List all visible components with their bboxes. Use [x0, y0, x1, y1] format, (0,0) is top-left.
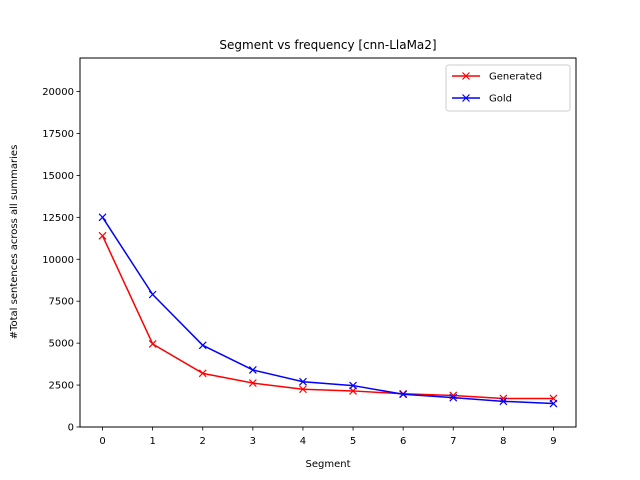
- y-tick-label: 0: [68, 423, 74, 434]
- data-point-generated: [248, 379, 257, 387]
- x-tick-label: 0: [99, 436, 105, 447]
- data-point-gold: [499, 397, 508, 406]
- data-point-generated: [98, 231, 107, 240]
- y-tick-label: 10000: [42, 255, 74, 266]
- x-tick-label: 5: [350, 436, 356, 447]
- data-point-gold: [198, 341, 207, 350]
- legend-label-gold: Gold: [489, 94, 512, 105]
- y-tick-label: 5000: [49, 339, 74, 350]
- x-tick-label: 8: [500, 436, 506, 447]
- data-point-generated: [299, 385, 307, 394]
- data-point-gold: [449, 393, 458, 402]
- x-tick-label: 1: [149, 436, 155, 447]
- data-point-gold: [148, 290, 157, 299]
- legend: Generated Gold: [445, 64, 571, 112]
- series-line-gold: [101, 216, 554, 405]
- chart-title: Segment vs frequency [cnn-LlaMa2]: [219, 38, 436, 52]
- data-point-gold: [299, 377, 307, 386]
- y-tick-label: 12500: [42, 213, 74, 224]
- plot-area: [80, 58, 576, 427]
- series-layer: [98, 213, 558, 408]
- y-axis-label: #Total sentences across all summaries: [9, 145, 20, 340]
- data-point-gold: [248, 366, 257, 374]
- y-tick-label: 17500: [42, 129, 74, 140]
- y-tick-label: 15000: [42, 171, 74, 182]
- axes-layer: 0 1 2 3 4 5 6 7 8 9 0 2500 5000 7500 10000 12500 15000 17…: [42, 87, 556, 447]
- series-line-generated: [101, 235, 554, 400]
- x-tick-label: 9: [550, 436, 556, 447]
- data-point-gold: [349, 381, 357, 390]
- x-tick-label: 4: [300, 436, 306, 447]
- y-tick-label: 20000: [42, 87, 74, 98]
- legend-label-generated: Generated: [489, 72, 542, 83]
- y-tick-label: 7500: [49, 297, 74, 308]
- legend-marker-gold: [462, 94, 470, 102]
- data-point-gold: [399, 390, 408, 399]
- data-point-gold: [549, 399, 558, 408]
- x-tick-label: 6: [400, 436, 406, 447]
- y-tick-label: 2500: [49, 381, 74, 392]
- plot-frame: [79, 57, 577, 428]
- data-point-generated: [148, 340, 157, 348]
- legend-marker-generated: [462, 72, 470, 80]
- x-tick-label: 3: [250, 436, 256, 447]
- x-tick-label: 7: [450, 436, 456, 447]
- data-point-gold: [98, 213, 107, 222]
- data-point-generated: [198, 369, 207, 378]
- x-tick-label: 2: [200, 436, 206, 447]
- x-axis-label: Segment: [306, 459, 351, 470]
